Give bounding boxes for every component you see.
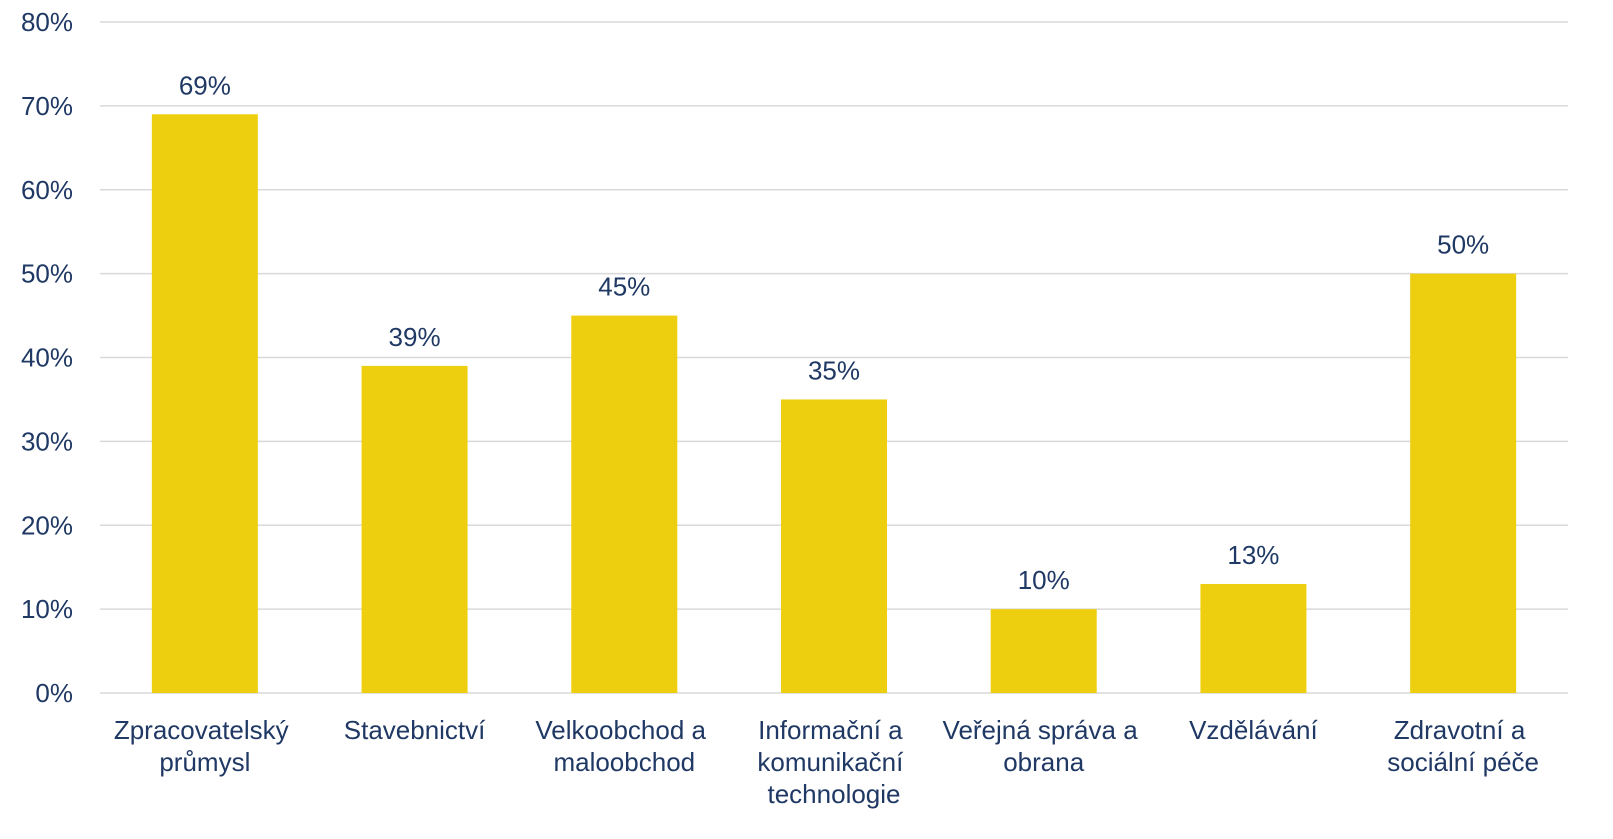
y-tick-label: 70% [21, 91, 73, 121]
y-tick-label: 30% [21, 426, 73, 456]
bar [151, 114, 258, 693]
data-label: 39% [389, 322, 441, 352]
x-tick-label: Veřejná správa a obrana [943, 715, 1145, 777]
bar [571, 315, 678, 693]
data-label: 69% [179, 70, 231, 100]
data-label: 10% [1018, 565, 1070, 595]
x-tick-label: Vzdělávání [1189, 715, 1318, 745]
bar [1410, 273, 1517, 693]
x-tick-label: Informační a komunikační technologie [757, 715, 910, 809]
bar [361, 365, 468, 693]
x-tick-label: Stavebnictví [344, 715, 486, 745]
y-tick-label: 80% [21, 7, 73, 37]
data-label: 50% [1437, 230, 1489, 260]
bar [1200, 583, 1307, 693]
y-tick-label: 20% [21, 510, 73, 540]
data-label: 35% [808, 355, 860, 385]
bar [990, 609, 1097, 693]
x-tick-label: Zdravotní a sociální péče [1387, 715, 1539, 777]
y-tick-label: 40% [21, 343, 73, 373]
data-label: 45% [598, 272, 650, 302]
y-tick-label: 50% [21, 259, 73, 289]
x-tick-label: Velkoobchod a maloobchod [535, 715, 713, 777]
x-tick-label: Zpracovatelský průmysl [114, 715, 296, 777]
bar [781, 399, 887, 693]
y-tick-label: 0% [35, 678, 73, 708]
y-tick-label: 10% [21, 594, 73, 624]
data-label: 13% [1227, 540, 1279, 570]
y-tick-label: 60% [21, 175, 73, 205]
